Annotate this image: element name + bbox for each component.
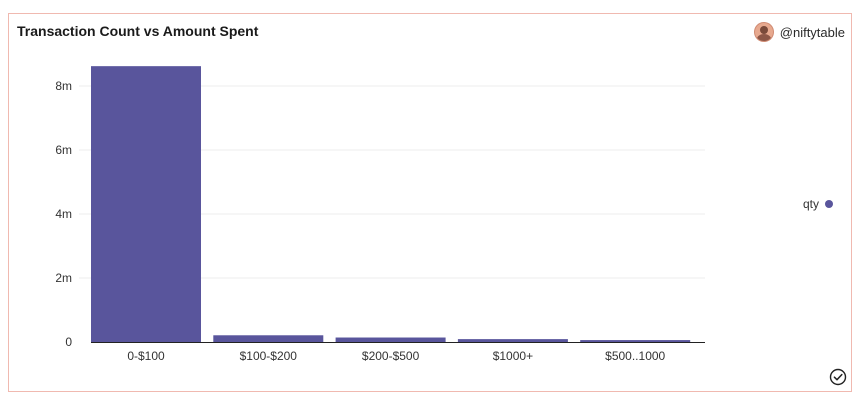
x-tick-label: 0-$100	[127, 349, 165, 363]
x-tick-label: $500..1000	[605, 349, 665, 363]
bar-chart: 0 2m 4m 6m 8m 0-$100 $100-$200 $200-$500 $1000+ $…	[55, 66, 833, 363]
x-tick-label: $100-$200	[240, 349, 298, 363]
y-tick-label: 8m	[55, 79, 72, 93]
check-circle-icon[interactable]	[829, 368, 847, 386]
user-badge[interactable]: @niftytable	[754, 22, 845, 42]
username-label: @niftytable	[779, 24, 845, 40]
bar-4[interactable]	[580, 340, 691, 342]
legend-label: qty	[803, 197, 819, 211]
bar-3[interactable]	[457, 339, 568, 342]
y-tick-label: 4m	[55, 207, 72, 221]
bar-0[interactable]	[91, 66, 201, 342]
y-tick-label: 6m	[55, 143, 72, 157]
chart-card: Transaction Count vs Amount Spent @nifty…	[8, 13, 852, 392]
legend-marker[interactable]	[825, 200, 833, 208]
y-tick-label: 0	[65, 335, 72, 349]
bar-1[interactable]	[213, 335, 324, 342]
y-tick-label: 2m	[55, 271, 72, 285]
x-tick-label: $200-$500	[362, 349, 420, 363]
chart-title: Transaction Count vs Amount Spent	[17, 23, 259, 39]
x-tick-label: $1000+	[493, 349, 533, 363]
user-avatar-icon	[754, 23, 773, 41]
bar-2[interactable]	[335, 337, 446, 342]
